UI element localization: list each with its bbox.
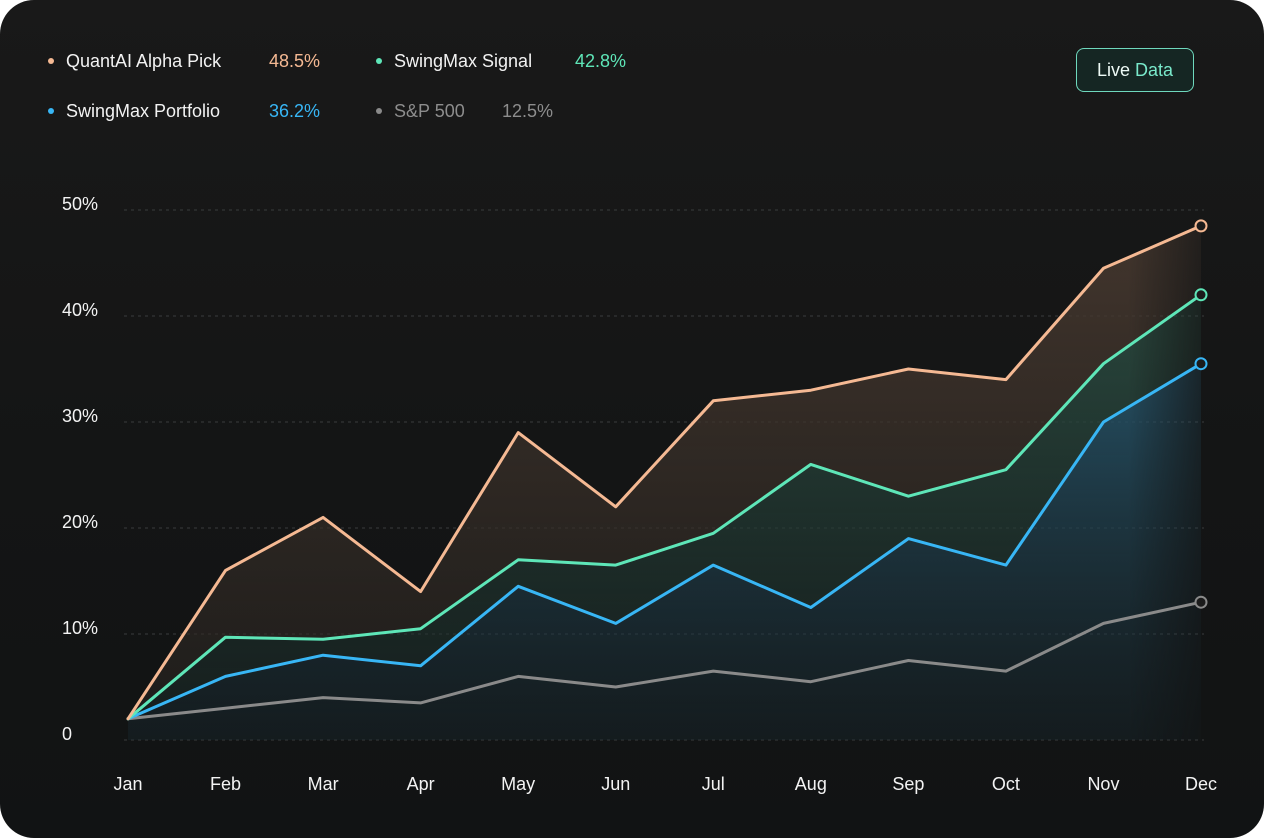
legend-item-quantai-alpha-pick[interactable]: QuantAI Alpha Pick 48.5%	[48, 44, 320, 78]
legend-value: 12.5%	[502, 100, 554, 121]
legend-dot-icon	[376, 58, 382, 64]
live-data-button[interactable]: Live Data	[1076, 48, 1194, 92]
x-tick-label: Apr	[407, 774, 435, 794]
x-tick-label: Oct	[992, 774, 1020, 794]
line-layer	[126, 224, 1203, 721]
y-tick-label: 0	[62, 724, 72, 744]
legend-value: 36.2%	[269, 100, 321, 121]
area-swingmax-signal	[128, 294, 1201, 719]
series-line-quantai-alpha-pick	[126, 224, 1203, 721]
x-tick-label: Dec	[1185, 774, 1217, 794]
x-tick-label: Nov	[1087, 774, 1119, 794]
end-marker-swingmax-signal[interactable]	[1194, 288, 1208, 302]
legend-item-sp-500[interactable]: S&P 500 12.5%	[376, 94, 553, 128]
x-tick-label: Jan	[113, 774, 142, 794]
live-data-label-part1: Live	[1096, 59, 1130, 80]
legend-label: SwingMax Portfolio	[66, 100, 221, 121]
legend-label: QuantAI Alpha Pick	[66, 50, 222, 71]
series-line-swingmax-signal	[126, 293, 1203, 721]
end-marker-quantai-alpha-pick[interactable]	[1194, 219, 1208, 233]
legend-item-swingmax-portfolio[interactable]: SwingMax Portfolio 36.2%	[48, 94, 320, 128]
y-tick-label: 50%	[62, 194, 98, 214]
y-tick-label: 20%	[62, 512, 98, 532]
x-axis: Jan Feb Mar Apr May Jun Jul Aug Sep Oct Nov Dec	[113, 774, 1217, 794]
legend-item-swingmax-signal[interactable]: SwingMax Signal 42.8%	[376, 44, 626, 78]
series-line-swingmax-portfolio	[126, 362, 1203, 721]
legend-label: S&P 500	[394, 100, 465, 121]
y-tick-label: 30%	[62, 406, 98, 426]
area-quantai-alpha-pick	[128, 225, 1201, 719]
legend-dot-icon	[376, 108, 382, 114]
y-axis: 0 10% 20% 30% 40% 50%	[62, 194, 98, 744]
x-tick-label: Feb	[210, 774, 241, 794]
end-marker-swingmax-portfolio[interactable]	[1194, 357, 1208, 371]
area-layer	[128, 225, 1201, 740]
y-tick-label: 10%	[62, 618, 98, 638]
x-tick-label: Sep	[892, 774, 924, 794]
series-line-s-p-500	[126, 600, 1203, 721]
marker-layer	[1194, 219, 1208, 609]
x-tick-label: May	[501, 774, 535, 794]
legend-value: 48.5%	[269, 50, 321, 71]
y-tick-label: 40%	[62, 300, 98, 320]
x-tick-label: Mar	[308, 774, 339, 794]
x-tick-label: Jun	[601, 774, 630, 794]
x-tick-label: Aug	[795, 774, 827, 794]
legend-dot-icon	[48, 108, 54, 114]
legend-label: SwingMax Signal	[394, 50, 533, 71]
area-swingmax-portfolio	[128, 363, 1201, 740]
legend-dot-icon	[48, 58, 54, 64]
x-tick-label: Jul	[702, 774, 725, 794]
legend-value: 42.8%	[575, 50, 627, 71]
end-marker-s-p-500[interactable]	[1194, 595, 1208, 609]
live-data-label-part2: Data	[1135, 59, 1174, 80]
